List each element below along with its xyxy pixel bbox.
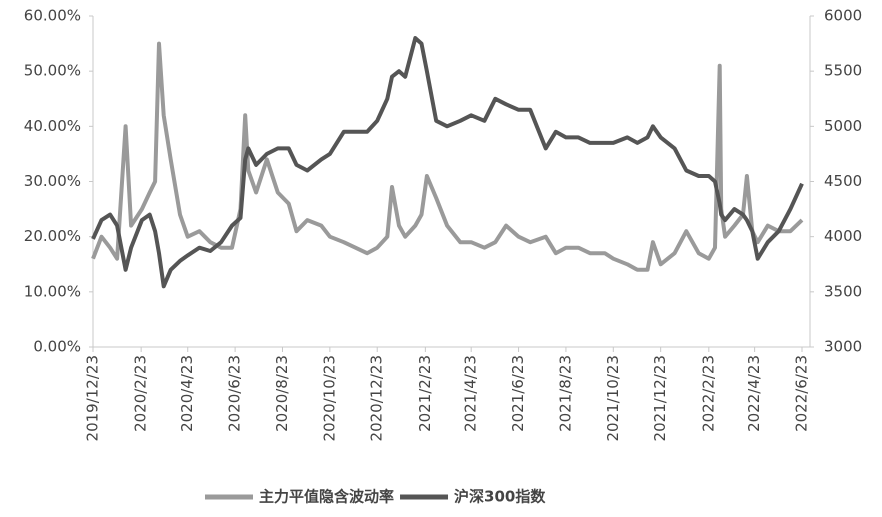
y-tick-label: 20.00% <box>24 227 81 245</box>
y-tick-label: 0.00% <box>33 338 81 356</box>
x-tick-label: 2021/4/23 <box>462 355 480 432</box>
x-tick-label: 2020/12/23 <box>368 355 386 441</box>
y2-tick-label: 3000 <box>824 338 862 356</box>
x-tick-label: 2020/4/23 <box>178 355 196 432</box>
x-tick-label: 2020/8/23 <box>273 355 291 432</box>
x-tick-label: 2020/6/23 <box>226 355 244 432</box>
y2-tick-label: 5500 <box>824 62 862 80</box>
x-tick-label: 2022/6/23 <box>793 355 811 432</box>
x-tick-label: 2022/4/23 <box>745 355 763 432</box>
series-line <box>91 41 804 272</box>
y2-tick-label: 6000 <box>824 7 862 25</box>
y2-tick-label: 4500 <box>824 172 862 190</box>
x-tick-label: 2019/12/23 <box>84 355 102 441</box>
x-tick-label: 2021/8/23 <box>556 355 574 432</box>
x-tick-label: 2021/6/23 <box>509 355 527 432</box>
y-tick-label: 60.00% <box>24 7 81 25</box>
x-tick-label: 2022/2/23 <box>699 355 717 432</box>
y-tick-label: 40.00% <box>24 117 81 135</box>
y2-tick-label: 5000 <box>824 117 862 135</box>
x-tick-label: 2021/10/23 <box>604 355 622 441</box>
legend-label: 主力平值隐含波动率 <box>259 488 394 506</box>
y-tick-label: 30.00% <box>24 172 81 190</box>
series-line <box>91 36 804 289</box>
y2-tick-label: 4000 <box>824 227 862 245</box>
x-tick-label: 2021/12/23 <box>651 355 669 441</box>
y-tick-label: 10.00% <box>24 282 81 300</box>
x-tick-label: 2021/2/23 <box>416 355 434 432</box>
x-tick-label: 2020/10/23 <box>320 355 338 441</box>
y-tick-label: 50.00% <box>24 62 81 80</box>
y2-tick-label: 3500 <box>824 282 862 300</box>
legend-label: 沪深300指数 <box>454 488 546 506</box>
x-tick-label: 2020/2/23 <box>132 355 150 432</box>
